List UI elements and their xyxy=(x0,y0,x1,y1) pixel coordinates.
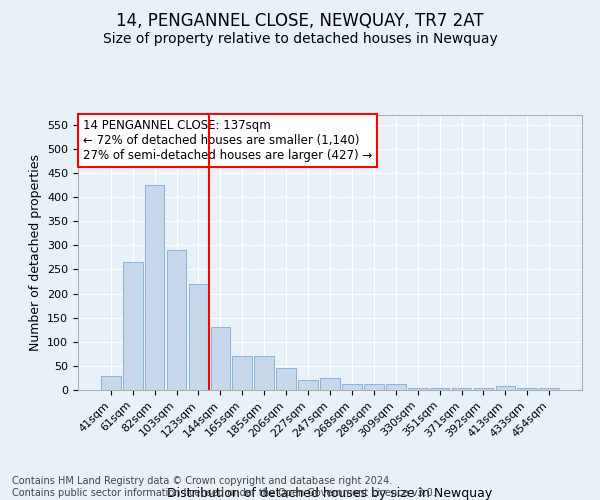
Bar xyxy=(517,388,537,390)
Text: 14 PENGANNEL CLOSE: 137sqm
← 72% of detached houses are smaller (1,140)
27% of s: 14 PENGANNEL CLOSE: 137sqm ← 72% of deta… xyxy=(83,119,372,162)
Bar xyxy=(539,388,559,390)
Bar xyxy=(232,356,252,390)
Text: Contains HM Land Registry data © Crown copyright and database right 2024.
Contai: Contains HM Land Registry data © Crown c… xyxy=(12,476,436,498)
Bar xyxy=(452,388,472,390)
Bar xyxy=(320,378,340,390)
Bar xyxy=(211,328,230,390)
Text: Size of property relative to detached houses in Newquay: Size of property relative to detached ho… xyxy=(103,32,497,46)
Bar xyxy=(430,388,449,390)
Bar xyxy=(123,262,143,390)
Bar xyxy=(408,388,428,390)
Bar xyxy=(167,250,187,390)
Bar xyxy=(386,384,406,390)
Bar xyxy=(101,376,121,390)
Bar xyxy=(188,284,208,390)
Bar xyxy=(298,380,318,390)
X-axis label: Distribution of detached houses by size in Newquay: Distribution of detached houses by size … xyxy=(167,488,493,500)
Bar xyxy=(145,185,164,390)
Bar xyxy=(364,384,384,390)
Text: 14, PENGANNEL CLOSE, NEWQUAY, TR7 2AT: 14, PENGANNEL CLOSE, NEWQUAY, TR7 2AT xyxy=(116,12,484,30)
Y-axis label: Number of detached properties: Number of detached properties xyxy=(29,154,41,351)
Bar xyxy=(254,356,274,390)
Bar xyxy=(276,368,296,390)
Bar xyxy=(342,384,362,390)
Bar xyxy=(473,388,493,390)
Bar xyxy=(496,386,515,390)
